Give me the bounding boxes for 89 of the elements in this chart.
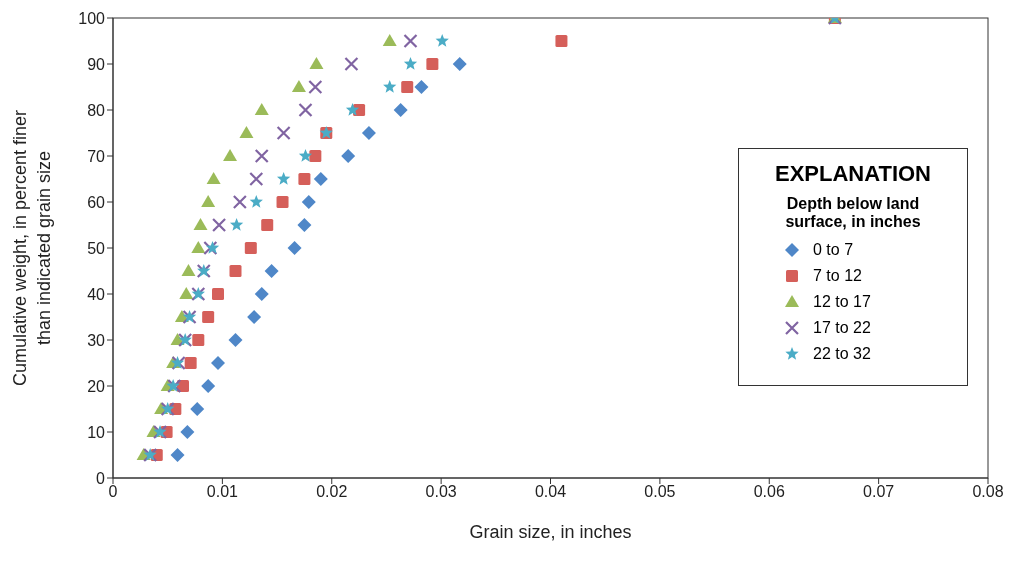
point [211, 356, 225, 370]
legend-label: 17 to 22 [813, 319, 871, 337]
point [170, 448, 185, 462]
point [298, 149, 313, 162]
legend-label: 0 to 7 [813, 241, 854, 259]
y-tick-label: 0 [96, 469, 106, 487]
point [192, 334, 205, 346]
point [555, 35, 568, 47]
x-tick-label: 0.04 [534, 483, 567, 501]
point [309, 57, 324, 69]
point [298, 173, 311, 185]
point [291, 80, 306, 92]
point [452, 57, 467, 71]
x-tick-label: 0.05 [644, 483, 676, 501]
point [249, 171, 264, 187]
point [184, 357, 197, 369]
point [193, 218, 208, 230]
point [223, 149, 238, 161]
point [211, 217, 227, 233]
y-tick-label: 80 [87, 101, 106, 119]
point [382, 34, 397, 46]
legend-title: EXPLANATION [773, 161, 932, 187]
point [361, 126, 376, 140]
x-tick-label: 0.02 [316, 483, 348, 501]
point [254, 103, 269, 115]
y-tick-label: 100 [78, 9, 106, 27]
point [229, 265, 242, 277]
point [264, 264, 279, 278]
point [298, 102, 313, 118]
point [426, 58, 439, 70]
point [309, 150, 322, 162]
point [344, 56, 359, 72]
legend-label: 7 to 12 [813, 267, 862, 285]
point [249, 195, 263, 208]
x-axis-title: Grain size, in inches [469, 522, 632, 542]
point [201, 195, 216, 207]
y-tick-label: 50 [87, 239, 106, 257]
point [276, 125, 291, 141]
point [393, 103, 408, 117]
x-tick-label: 0 [108, 483, 118, 501]
point [345, 103, 360, 116]
x-tick-label: 0.08 [972, 483, 1004, 501]
point [403, 57, 418, 70]
x-tick-label: 0.01 [206, 483, 239, 501]
point [181, 264, 196, 276]
y-tick-label: 90 [87, 55, 106, 73]
point [229, 218, 244, 231]
x-tick-label: 0.03 [425, 483, 457, 501]
point [403, 33, 418, 49]
y-axis-title: Cumulative weight, in percent finer than indicated grain size [10, 109, 54, 387]
point [247, 310, 262, 324]
point [254, 287, 269, 301]
y-tick-label: 40 [87, 285, 106, 303]
point [191, 241, 206, 253]
point [276, 172, 291, 185]
x-tick-label: 0.07 [863, 483, 895, 501]
point [254, 148, 269, 164]
point [212, 288, 224, 300]
point [287, 241, 302, 255]
point [276, 196, 289, 208]
point [232, 194, 247, 210]
point [206, 172, 221, 184]
y-tick-label: 70 [87, 147, 106, 165]
annotation: Depth below land surface, in inches [784, 195, 922, 231]
point [435, 34, 449, 47]
point [308, 79, 323, 95]
y-tick-label: 30 [87, 331, 106, 349]
point [341, 149, 356, 163]
point [301, 195, 316, 209]
y-tick-label: 60 [87, 193, 106, 211]
point [201, 379, 216, 393]
x-tick-label: 0.06 [753, 483, 785, 501]
legend-label: 12 to 17 [813, 293, 871, 311]
y-tick-label: 20 [87, 377, 106, 395]
point [190, 402, 205, 416]
point [228, 333, 243, 347]
point [414, 80, 429, 94]
point [383, 80, 397, 93]
point [313, 172, 328, 186]
legend-label: 22 to 32 [813, 345, 871, 363]
point [244, 242, 257, 254]
point [179, 287, 194, 299]
point [401, 81, 414, 93]
point [239, 126, 254, 138]
point [297, 218, 312, 232]
point [202, 311, 215, 323]
y-tick-label: 10 [87, 423, 106, 441]
point [261, 219, 274, 231]
point [180, 425, 195, 439]
